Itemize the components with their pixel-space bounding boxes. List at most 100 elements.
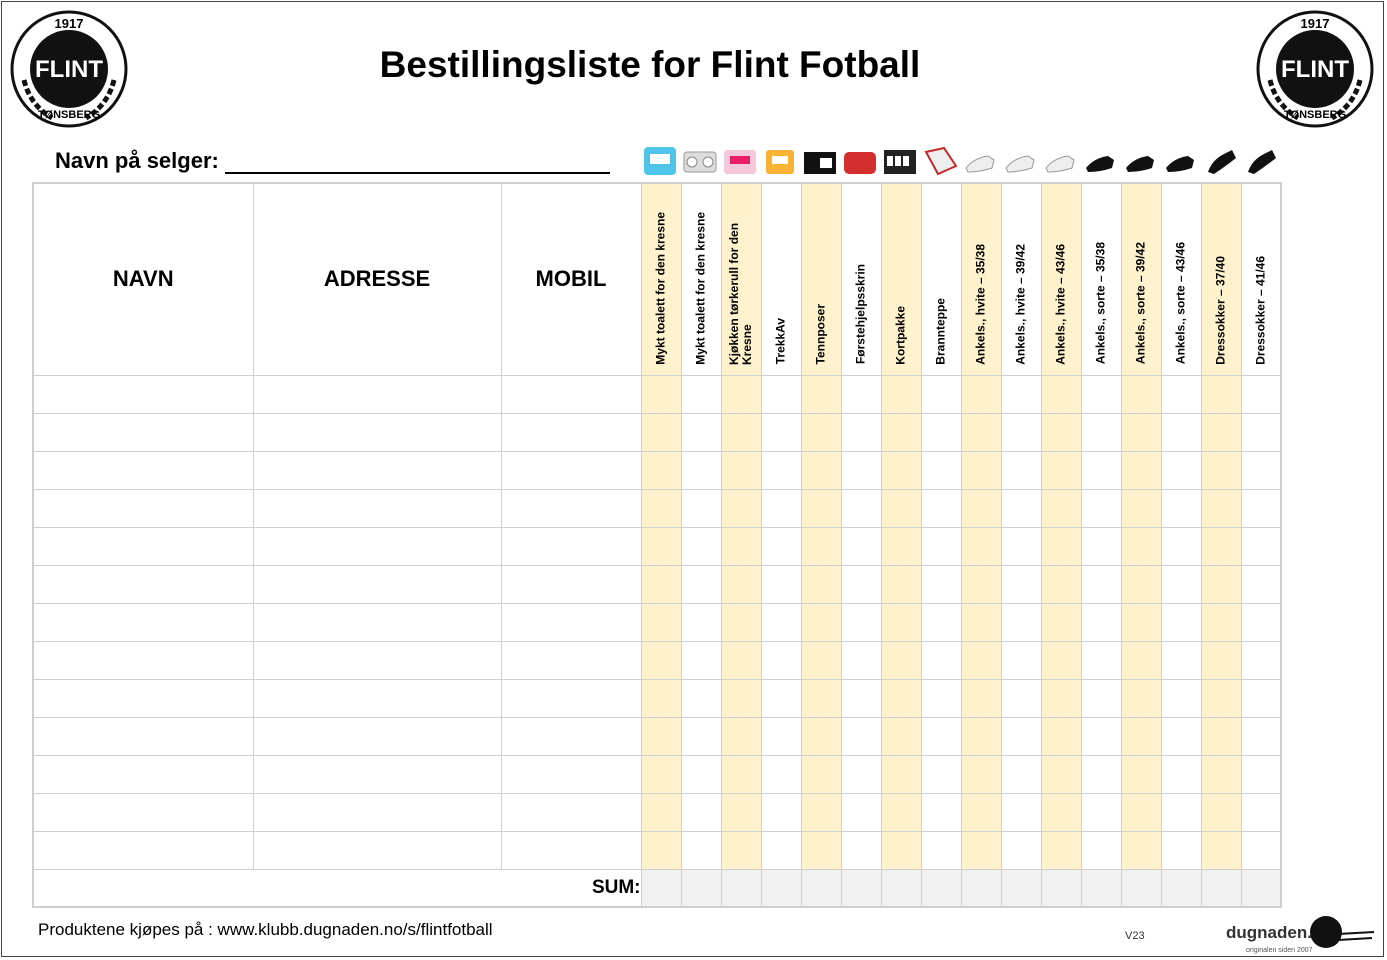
navn-cell[interactable]	[32, 830, 254, 870]
quantity-cell[interactable]	[640, 488, 682, 528]
quantity-cell[interactable]	[720, 450, 762, 490]
quantity-cell[interactable]	[840, 640, 882, 680]
quantity-cell[interactable]	[840, 526, 882, 566]
quantity-cell[interactable]	[760, 526, 802, 566]
quantity-cell[interactable]	[880, 792, 922, 832]
quantity-cell[interactable]	[720, 526, 762, 566]
quantity-cell[interactable]	[880, 830, 922, 870]
quantity-cell[interactable]	[800, 374, 842, 414]
quantity-cell[interactable]	[1240, 792, 1282, 832]
navn-cell[interactable]	[32, 716, 254, 756]
quantity-cell[interactable]	[880, 716, 922, 756]
sum-cell[interactable]	[1240, 868, 1282, 908]
mobil-cell[interactable]	[500, 678, 642, 718]
navn-cell[interactable]	[32, 792, 254, 832]
quantity-cell[interactable]	[640, 564, 682, 604]
quantity-cell[interactable]	[1120, 564, 1162, 604]
quantity-cell[interactable]	[1200, 640, 1242, 680]
mobil-cell[interactable]	[500, 450, 642, 490]
quantity-cell[interactable]	[800, 488, 842, 528]
quantity-cell[interactable]	[1120, 830, 1162, 870]
quantity-cell[interactable]	[800, 564, 842, 604]
quantity-cell[interactable]	[1240, 526, 1282, 566]
quantity-cell[interactable]	[760, 488, 802, 528]
quantity-cell[interactable]	[720, 564, 762, 604]
quantity-cell[interactable]	[1000, 450, 1042, 490]
quantity-cell[interactable]	[880, 640, 922, 680]
navn-cell[interactable]	[32, 678, 254, 718]
quantity-cell[interactable]	[880, 412, 922, 452]
navn-cell[interactable]	[32, 412, 254, 452]
quantity-cell[interactable]	[960, 716, 1002, 756]
mobil-cell[interactable]	[500, 564, 642, 604]
quantity-cell[interactable]	[1120, 488, 1162, 528]
quantity-cell[interactable]	[800, 640, 842, 680]
quantity-cell[interactable]	[840, 564, 882, 604]
quantity-cell[interactable]	[880, 526, 922, 566]
sum-cell[interactable]	[1040, 868, 1082, 908]
quantity-cell[interactable]	[680, 488, 722, 528]
navn-cell[interactable]	[32, 488, 254, 528]
navn-cell[interactable]	[32, 640, 254, 680]
quantity-cell[interactable]	[1040, 374, 1082, 414]
quantity-cell[interactable]	[1080, 754, 1122, 794]
mobil-cell[interactable]	[500, 830, 642, 870]
quantity-cell[interactable]	[640, 716, 682, 756]
quantity-cell[interactable]	[1160, 830, 1202, 870]
quantity-cell[interactable]	[1080, 640, 1122, 680]
quantity-cell[interactable]	[1040, 830, 1082, 870]
quantity-cell[interactable]	[1120, 640, 1162, 680]
quantity-cell[interactable]	[640, 412, 682, 452]
quantity-cell[interactable]	[960, 640, 1002, 680]
quantity-cell[interactable]	[680, 374, 722, 414]
quantity-cell[interactable]	[760, 640, 802, 680]
quantity-cell[interactable]	[1160, 716, 1202, 756]
quantity-cell[interactable]	[1080, 792, 1122, 832]
mobil-cell[interactable]	[500, 488, 642, 528]
quantity-cell[interactable]	[760, 830, 802, 870]
quantity-cell[interactable]	[720, 488, 762, 528]
adresse-cell[interactable]	[252, 792, 502, 832]
quantity-cell[interactable]	[840, 412, 882, 452]
sum-cell[interactable]	[1200, 868, 1242, 908]
quantity-cell[interactable]	[1240, 412, 1282, 452]
mobil-cell[interactable]	[500, 602, 642, 642]
quantity-cell[interactable]	[1000, 488, 1042, 528]
quantity-cell[interactable]	[920, 830, 962, 870]
quantity-cell[interactable]	[800, 830, 842, 870]
quantity-cell[interactable]	[880, 450, 922, 490]
quantity-cell[interactable]	[680, 602, 722, 642]
quantity-cell[interactable]	[1240, 830, 1282, 870]
quantity-cell[interactable]	[1080, 374, 1122, 414]
quantity-cell[interactable]	[840, 754, 882, 794]
quantity-cell[interactable]	[1240, 488, 1282, 528]
quantity-cell[interactable]	[720, 678, 762, 718]
navn-cell[interactable]	[32, 754, 254, 794]
quantity-cell[interactable]	[920, 412, 962, 452]
quantity-cell[interactable]	[920, 716, 962, 756]
mobil-cell[interactable]	[500, 526, 642, 566]
mobil-cell[interactable]	[500, 374, 642, 414]
quantity-cell[interactable]	[680, 450, 722, 490]
quantity-cell[interactable]	[1120, 412, 1162, 452]
quantity-cell[interactable]	[880, 754, 922, 794]
quantity-cell[interactable]	[640, 754, 682, 794]
quantity-cell[interactable]	[720, 412, 762, 452]
quantity-cell[interactable]	[1160, 488, 1202, 528]
quantity-cell[interactable]	[1080, 678, 1122, 718]
quantity-cell[interactable]	[1160, 526, 1202, 566]
mobil-cell[interactable]	[500, 640, 642, 680]
quantity-cell[interactable]	[1000, 640, 1042, 680]
quantity-cell[interactable]	[960, 830, 1002, 870]
quantity-cell[interactable]	[840, 678, 882, 718]
sum-cell[interactable]	[720, 868, 762, 908]
quantity-cell[interactable]	[1120, 374, 1162, 414]
quantity-cell[interactable]	[1040, 564, 1082, 604]
sum-cell[interactable]	[1120, 868, 1162, 908]
quantity-cell[interactable]	[720, 640, 762, 680]
quantity-cell[interactable]	[1040, 412, 1082, 452]
quantity-cell[interactable]	[1160, 412, 1202, 452]
quantity-cell[interactable]	[1040, 602, 1082, 642]
adresse-cell[interactable]	[252, 830, 502, 870]
quantity-cell[interactable]	[1120, 450, 1162, 490]
